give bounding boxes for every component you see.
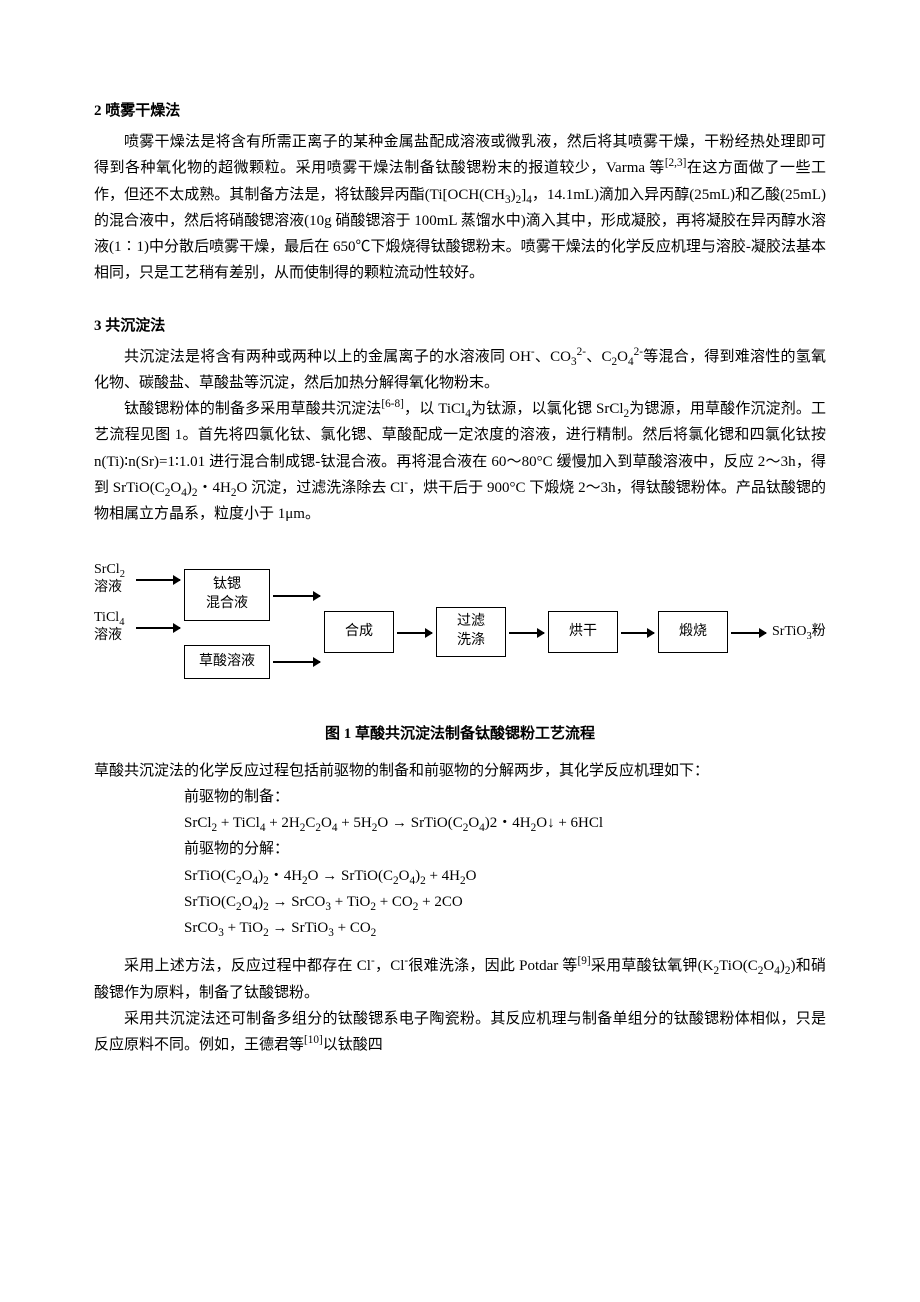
section3-heading: 3 共沉淀法	[94, 313, 826, 340]
eq-prep-label: 前驱物的制备：	[94, 784, 826, 810]
arrow-icon	[731, 632, 766, 634]
fig1-input-ticl4-sol: 溶液	[94, 628, 122, 643]
fig1-box-filter: 过滤 洗涤	[436, 607, 506, 657]
fig1-box-dry-label: 烘干	[569, 623, 597, 642]
eq-dec2: SrTiO(C2O4)2 → SrCO3 + TiO2 + CO2 + 2CO	[94, 889, 826, 915]
fig1-box-mix-l2: 混合液	[206, 595, 248, 614]
section2-heading: 2 喷雾干燥法	[94, 98, 826, 125]
fig1-box-dry: 烘干	[548, 611, 618, 653]
fig1-input-srcl2-sol: 溶液	[94, 580, 122, 595]
fig1-box-oxalic-label: 草酸溶液	[199, 653, 255, 672]
fig1-box-oxalic: 草酸溶液	[184, 645, 270, 679]
fig1-input-srcl2: SrCl2溶液	[94, 561, 125, 597]
arrow-icon	[397, 632, 432, 634]
fig1-box-synth-label: 合成	[345, 623, 373, 642]
eq-prep: SrCl2 + TiCl4 + 2H2C2O4 + 5H2O → SrTiO(C…	[94, 810, 826, 836]
fig1-box-mix-l1: 钛锶	[213, 576, 241, 595]
arrow-icon	[621, 632, 654, 634]
arrow-icon	[136, 579, 180, 581]
eq-dec1: SrTiO(C2O4)2・4H2O → SrTiO(C2O4)2 + 4H2O	[94, 863, 826, 889]
fig1-box-mix: 钛锶 混合液	[184, 569, 270, 621]
fig1-box-calc: 煅烧	[658, 611, 728, 653]
fig1-box-filter-l1: 过滤	[457, 613, 485, 632]
fig1-box-filter-l2: 洗涤	[457, 632, 485, 651]
eq-dec3: SrCO3 + TiO2 → SrTiO3 + CO2	[94, 915, 826, 941]
section3-p2: 钛酸锶粉体的制备多采用草酸共沉淀法[6-8]，以 TiCl4为钛源，以氯化锶 S…	[94, 396, 826, 527]
section3-p4: 采用上述方法，反应过程中都存在 Cl-，Cl-很难洗涤，因此 Potdar 等[…	[94, 953, 826, 1006]
section2-p1: 喷雾干燥法是将含有所需正离子的某种金属盐配成溶液或微乳液，然后将其喷雾干燥，干粉…	[94, 129, 826, 287]
eq-dec-label: 前驱物的分解：	[94, 836, 826, 862]
arrow-icon	[273, 595, 320, 597]
fig1-box-synth: 合成	[324, 611, 394, 653]
arrow-icon	[273, 661, 320, 663]
section3-p1: 共沉淀法是将含有两种或两种以上的金属离子的水溶液同 OH-、CO32-、C2O4…	[94, 344, 826, 397]
figure1-caption: 图 1 草酸共沉淀法制备钛酸锶粉工艺流程	[94, 721, 826, 747]
fig1-output: SrTiO3粉	[772, 623, 826, 641]
section3-p5: 采用共沉淀法还可制备多组分的钛酸锶系电子陶瓷粉。其反应机理与制备单组分的钛酸锶粉…	[94, 1006, 826, 1059]
figure1-flowchart: SrCl2溶液 TiCl4溶液 钛锶 混合液 草酸溶液 合成 过滤 洗涤 烘干 …	[94, 557, 826, 707]
section3-p3: 草酸共沉淀法的化学反应过程包括前驱物的制备和前驱物的分解两步，其化学反应机理如下…	[94, 758, 826, 784]
arrow-icon	[136, 627, 180, 629]
fig1-box-calc-label: 煅烧	[679, 623, 707, 642]
fig1-input-ticl4: TiCl4溶液	[94, 609, 124, 645]
arrow-icon	[509, 632, 544, 634]
